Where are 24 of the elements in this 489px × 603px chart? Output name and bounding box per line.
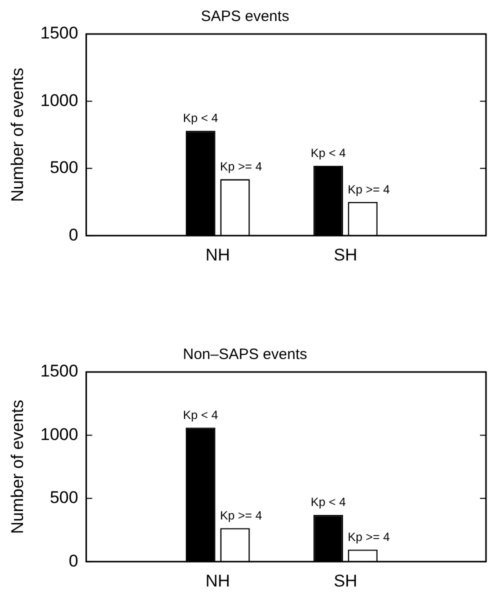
text: Kp >= 4 — [220, 508, 262, 522]
x-tick-label: NH — [205, 571, 230, 590]
chart-title: Non–SAPS events — [182, 346, 308, 364]
x-tick-label: SH — [334, 571, 358, 590]
y-tick-label: 1000 — [40, 90, 78, 110]
chart-title: SAPS events — [200, 8, 290, 26]
y-tick-label: 0 — [68, 551, 78, 570]
y-axis-title: Number of events — [8, 68, 27, 202]
y-tick-label: 500 — [50, 158, 78, 178]
y-tick-label: 1500 — [40, 362, 78, 381]
series-label: Kp < 4 — [310, 146, 346, 160]
series-label: Kp >= 4 — [220, 159, 262, 174]
text: Kp < 4 — [183, 408, 218, 422]
y-tick-label: 1000 — [40, 424, 78, 444]
series-label: Kp >= 4 — [348, 530, 390, 544]
text: Kp < 4 — [183, 111, 218, 126]
y-axis-title: Number of events — [8, 400, 27, 534]
x-tick-label: NH — [205, 245, 230, 264]
y-tick-label: 500 — [50, 488, 78, 508]
text: Kp >= 4 — [348, 182, 390, 196]
y-tick-label: 1500 — [40, 24, 78, 43]
x-tick-label: SH — [334, 245, 358, 264]
y-tick-label: 0 — [68, 225, 78, 244]
series-label: Kp < 4 — [310, 495, 346, 510]
